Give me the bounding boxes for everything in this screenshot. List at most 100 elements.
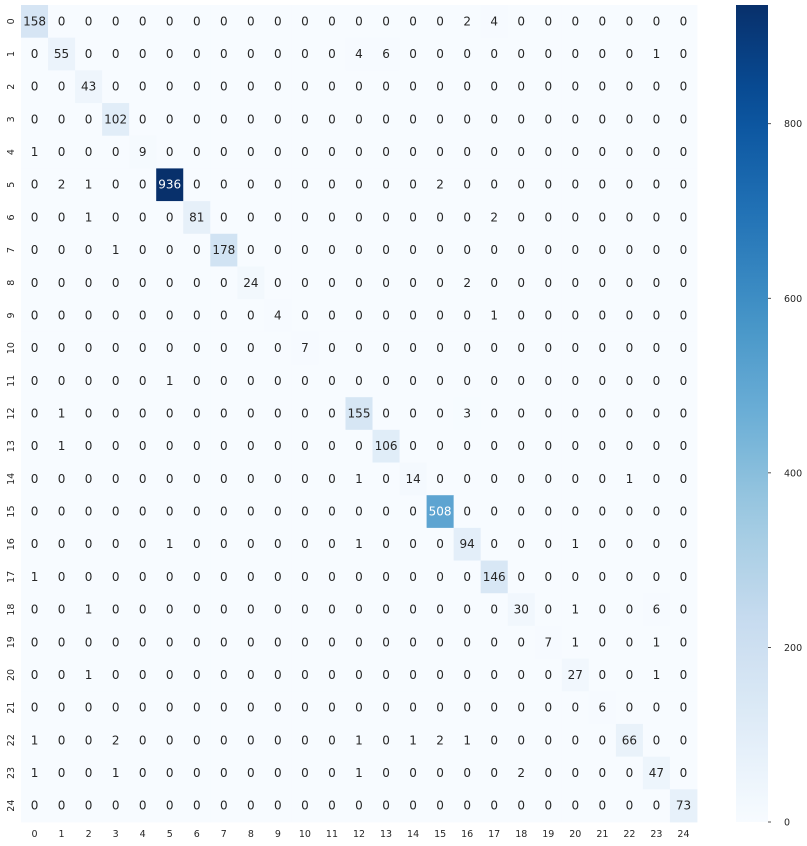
heatmap-cell-r8-c9 xyxy=(264,266,292,300)
heatmap-cell-r22-c3 xyxy=(102,723,130,758)
cell-value-r18-c5: 0 xyxy=(166,603,174,617)
cell-value-r1-c23: 1 xyxy=(653,47,661,61)
cell-value-r7-c18: 0 xyxy=(517,243,525,257)
heatmap-cell-r1-c20 xyxy=(561,37,590,71)
heatmap-cell-r8-c10 xyxy=(291,266,319,300)
y-tick-label-0: 0 xyxy=(6,18,17,24)
heatmap-cell-r21-c22 xyxy=(615,691,644,725)
cell-value-r4-c6: 0 xyxy=(193,145,201,159)
cell-value-r3-c8: 0 xyxy=(247,112,255,126)
cell-value-r16-c9: 0 xyxy=(274,537,282,551)
cell-value-r9-c21: 0 xyxy=(599,308,607,322)
cell-value-r13-c7: 0 xyxy=(220,439,228,453)
cell-value-r12-c16: 3 xyxy=(463,407,471,421)
cell-value-r1-c17: 0 xyxy=(490,47,498,61)
cell-value-r3-c2: 0 xyxy=(85,112,93,126)
cell-value-r22-c23: 0 xyxy=(653,733,661,747)
heatmap-cell-r13-c7 xyxy=(210,429,238,463)
heatmap-cell-r4-c4 xyxy=(129,135,157,169)
heatmap-cell-r16-c22 xyxy=(615,527,644,561)
cell-value-r18-c12: 0 xyxy=(355,603,363,617)
cell-value-r21-c1: 0 xyxy=(58,701,66,715)
cell-value-r20-c14: 0 xyxy=(409,668,417,682)
heatmap-cell-r5-c12 xyxy=(345,168,373,202)
heatmap-cell-r2-c22 xyxy=(615,70,644,104)
heatmap-cell-r15-c22 xyxy=(615,495,644,529)
heatmap-cell-r12-c24 xyxy=(669,397,698,431)
cell-value-r2-c24: 0 xyxy=(680,80,688,94)
heatmap-cell-r13-c10 xyxy=(291,429,319,463)
heatmap-cell-r15-c1 xyxy=(48,495,76,529)
heatmap-cell-r9-c8 xyxy=(237,299,265,333)
heatmap-cell-r17-c0 xyxy=(21,560,49,594)
cell-value-r4-c20: 0 xyxy=(571,145,579,159)
heatmap-cell-r1-c14 xyxy=(399,37,427,71)
heatmap-cell-r0-c10 xyxy=(291,5,319,39)
heatmap-cell-r11-c19 xyxy=(534,364,563,398)
cell-value-r5-c15: 2 xyxy=(436,178,444,192)
cell-value-r22-c17: 0 xyxy=(490,733,498,747)
cell-value-r17-c16: 0 xyxy=(463,570,471,584)
cell-value-r4-c19: 0 xyxy=(544,145,552,159)
cell-value-r4-c15: 0 xyxy=(436,145,444,159)
heatmap-cell-r4-c3 xyxy=(102,135,130,169)
heatmap-cell-r18-c9 xyxy=(264,593,292,627)
heatmap-cell-r4-c19 xyxy=(534,135,563,169)
heatmap-cell-r18-c10 xyxy=(291,593,319,627)
heatmap-cell-r18-c0 xyxy=(21,593,49,627)
cell-value-r20-c23: 1 xyxy=(653,668,661,682)
heatmap-cell-r20-c3 xyxy=(102,658,130,692)
heatmap-cell-r14-c24 xyxy=(669,462,698,496)
heatmap-cell-r4-c16 xyxy=(453,135,482,169)
heatmap-cell-r16-c7 xyxy=(210,527,238,561)
cell-value-r10-c2: 0 xyxy=(85,341,93,355)
cell-value-r21-c7: 0 xyxy=(220,701,228,715)
heatmap-cell-r23-c21 xyxy=(588,756,617,790)
cell-value-r0-c1: 0 xyxy=(58,14,66,28)
cell-value-r4-c9: 0 xyxy=(274,145,282,159)
cell-value-r5-c6: 0 xyxy=(193,178,201,192)
cell-value-r7-c0: 0 xyxy=(31,243,39,257)
cell-value-r24-c22: 0 xyxy=(626,799,634,813)
heatmap-cell-r4-c2 xyxy=(75,135,103,169)
cell-value-r13-c24: 0 xyxy=(680,439,688,453)
cell-value-r24-c17: 0 xyxy=(490,799,498,813)
heatmap-cell-r7-c5 xyxy=(156,233,184,267)
cell-value-r17-c5: 0 xyxy=(166,570,174,584)
heatmap-cell-r22-c18 xyxy=(507,723,536,758)
heatmap-cell-r0-c3 xyxy=(102,5,130,39)
heatmap-cell-r4-c21 xyxy=(588,135,617,169)
heatmap-cell-r0-c6 xyxy=(183,5,211,39)
cell-value-r22-c11: 0 xyxy=(328,733,336,747)
cell-value-r24-c19: 0 xyxy=(544,799,552,813)
heatmap-cell-r20-c16 xyxy=(453,658,482,692)
cell-value-r2-c15: 0 xyxy=(436,80,444,94)
cell-value-r4-c22: 0 xyxy=(626,145,634,159)
cell-value-r17-c15: 0 xyxy=(436,570,444,584)
cell-value-r14-c21: 0 xyxy=(599,472,607,486)
cell-value-r6-c16: 0 xyxy=(463,210,471,224)
heatmap-cell-r6-c23 xyxy=(642,201,671,235)
heatmap-cell-r0-c22 xyxy=(615,5,644,39)
heatmap-cell-r3-c12 xyxy=(345,103,373,137)
cell-value-r24-c21: 0 xyxy=(599,799,607,813)
cell-value-r22-c12: 1 xyxy=(355,733,363,747)
cell-value-r14-c18: 0 xyxy=(517,472,525,486)
heatmap-cell-r11-c17 xyxy=(480,364,509,398)
cell-value-r10-c13: 0 xyxy=(382,341,390,355)
cell-value-r2-c10: 0 xyxy=(301,80,309,94)
cell-value-r16-c20: 1 xyxy=(571,537,579,551)
cell-value-r2-c22: 0 xyxy=(626,80,634,94)
heatmap-cell-r10-c16 xyxy=(453,331,482,365)
cell-value-r3-c1: 0 xyxy=(58,112,66,126)
cell-value-r15-c0: 0 xyxy=(31,505,39,519)
heatmap-cell-r10-c4 xyxy=(129,331,157,365)
x-tick-label-18: 18 xyxy=(515,829,527,840)
cell-value-r12-c10: 0 xyxy=(301,407,309,421)
heatmap-cell-r8-c15 xyxy=(426,266,455,300)
heatmap-cell-r14-c14 xyxy=(399,462,427,496)
heatmap-cell-r3-c8 xyxy=(237,103,265,137)
cell-value-r3-c5: 0 xyxy=(166,112,174,126)
cell-value-r3-c16: 0 xyxy=(463,112,471,126)
heatmap-cell-r5-c16 xyxy=(453,168,482,202)
